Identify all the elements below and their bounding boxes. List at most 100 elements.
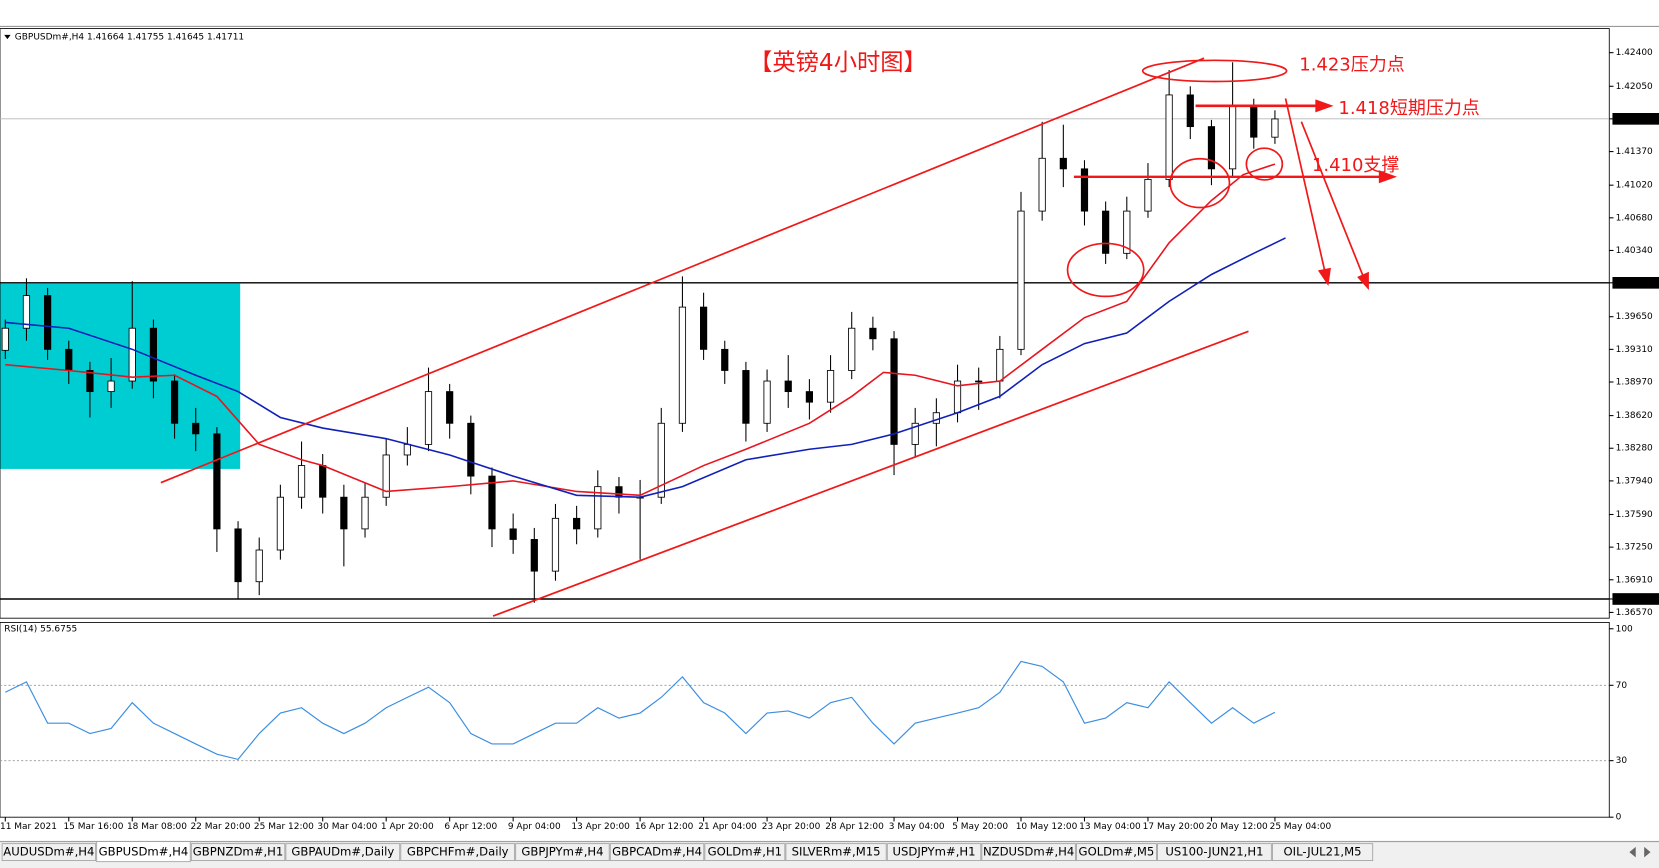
candle-body bbox=[361, 496, 369, 530]
candle-body bbox=[848, 327, 856, 371]
tab-label[interactable]: GBPNZDm#,H1 bbox=[193, 845, 283, 859]
candle-body bbox=[1102, 210, 1110, 254]
drawings bbox=[160, 57, 1398, 617]
arrow-head bbox=[1378, 170, 1398, 184]
tab[interactable] bbox=[609, 843, 705, 862]
tab[interactable] bbox=[1076, 843, 1157, 862]
candle-body bbox=[255, 549, 263, 583]
candle-body bbox=[403, 443, 411, 456]
tab[interactable] bbox=[515, 843, 610, 862]
candle-body bbox=[192, 422, 200, 435]
x-tick-label: 13 Apr 20:00 bbox=[571, 822, 630, 832]
y-tick-label: 1.37590 bbox=[1616, 510, 1653, 520]
chart-header: GBPUSDm#,H4 1.41664 1.41755 1.41645 1.41… bbox=[15, 33, 244, 43]
tab[interactable] bbox=[96, 841, 191, 863]
candle-body bbox=[1123, 210, 1131, 254]
tab-scroll-left[interactable] bbox=[1629, 846, 1636, 858]
x-tick-label: 13 May 04:00 bbox=[1079, 822, 1141, 832]
x-tick-label: 22 Mar 20:00 bbox=[190, 822, 250, 832]
candle-body bbox=[1207, 126, 1216, 170]
tab-label[interactable]: GBPCHFm#,Daily bbox=[407, 845, 509, 859]
menu-arrow bbox=[4, 34, 11, 40]
candle-body bbox=[1186, 94, 1194, 128]
candle-body bbox=[551, 517, 560, 572]
candle-body bbox=[509, 528, 517, 540]
candle-body bbox=[213, 433, 221, 530]
moving-average bbox=[5, 237, 1286, 498]
candle-body bbox=[297, 465, 306, 498]
tab[interactable] bbox=[981, 843, 1076, 862]
y-tick-label: 1.39650 bbox=[1616, 312, 1653, 322]
y-tick-label: 30 bbox=[1616, 756, 1628, 766]
candle-body bbox=[1271, 118, 1279, 138]
y-tick-label: 1.42050 bbox=[1616, 82, 1653, 92]
main-frame bbox=[0, 28, 1610, 619]
tab-label[interactable]: GBPCADm#,H4 bbox=[612, 845, 702, 859]
y-tick-label: 1.40340 bbox=[1616, 246, 1653, 256]
tab-label[interactable]: NZDUSDm#,H4 bbox=[983, 845, 1074, 859]
tab-label[interactable]: AUDUSDm#,H4 bbox=[3, 845, 94, 859]
arrow bbox=[1300, 121, 1366, 281]
tab[interactable] bbox=[1271, 843, 1374, 862]
tab-label[interactable]: GBPAUDm#,Daily bbox=[291, 845, 394, 859]
circle-mark bbox=[1169, 157, 1231, 209]
y-tick-label: 0 bbox=[1616, 813, 1622, 823]
candle-body bbox=[530, 539, 538, 572]
candle-body bbox=[911, 422, 919, 445]
x-tick-label: 11 Mar 2021 bbox=[0, 822, 57, 832]
x-tick-label: 23 Apr 20:00 bbox=[762, 822, 821, 832]
candle-body bbox=[446, 391, 454, 424]
x-tick-label: 15 Mar 16:00 bbox=[63, 822, 123, 832]
y-tick-label: 1.41020 bbox=[1616, 181, 1653, 191]
candle-body bbox=[1250, 105, 1258, 138]
tab[interactable] bbox=[285, 843, 401, 862]
candle-body bbox=[170, 380, 179, 424]
tab[interactable] bbox=[886, 843, 982, 862]
candle-body bbox=[382, 454, 390, 498]
price-label-box bbox=[1612, 113, 1659, 125]
candle-body bbox=[340, 496, 348, 530]
tab[interactable] bbox=[400, 843, 516, 862]
tab[interactable] bbox=[1, 843, 97, 862]
tab-label[interactable]: GOLDm#,M5 bbox=[1079, 845, 1155, 859]
candle-body bbox=[1229, 105, 1237, 170]
tab[interactable] bbox=[704, 843, 786, 862]
tab[interactable] bbox=[190, 843, 286, 862]
y-tick-label: 1.41711 bbox=[1616, 114, 1653, 124]
candle-body bbox=[86, 370, 94, 393]
tab[interactable] bbox=[1157, 843, 1272, 862]
y-tick-label: 1.40003 bbox=[1616, 278, 1653, 288]
y-tick-label: 1.40680 bbox=[1616, 213, 1653, 223]
tab-scroll-right[interactable] bbox=[1644, 846, 1651, 858]
y-tick-label: 70 bbox=[1616, 681, 1628, 691]
y-tick-label: 1.39310 bbox=[1616, 345, 1653, 355]
candle-body bbox=[869, 327, 877, 340]
x-tick-label: 28 Apr 12:00 bbox=[825, 822, 884, 832]
x-tick-label: 5 May 20:00 bbox=[952, 822, 1008, 832]
candle-body bbox=[44, 295, 52, 350]
candle-body bbox=[742, 370, 750, 424]
plot-layer: 1.42400 1.42050 1.41711 1.41370 1.41020 1.406… bbox=[0, 28, 1659, 832]
circle-mark bbox=[1066, 242, 1145, 298]
tab[interactable] bbox=[785, 843, 887, 862]
tab-label[interactable]: SILVERm#,M15 bbox=[792, 845, 881, 859]
tab-label[interactable]: GOLDm#,H1 bbox=[708, 845, 782, 859]
tab-label[interactable]: GBPJPYm#,H4 bbox=[521, 845, 603, 859]
x-tick-label: 18 Mar 08:00 bbox=[127, 822, 187, 832]
tab-label[interactable]: GBPUSDm#,H4 bbox=[99, 845, 189, 859]
candle-body bbox=[826, 370, 835, 403]
tab-label[interactable]: USDJPYm#,H1 bbox=[893, 845, 976, 859]
x-tick-label: 6 Apr 12:00 bbox=[444, 822, 497, 832]
annotation: 1.410支撑 bbox=[1312, 155, 1399, 176]
tab-label[interactable]: OIL-JUL21,M5 bbox=[1284, 845, 1362, 859]
x-tick-label: 25 May 04:00 bbox=[1270, 822, 1332, 832]
candle-body bbox=[594, 486, 602, 530]
y-tick-label: 100 bbox=[1616, 624, 1633, 634]
tab-label[interactable]: US100-JUN21,H1 bbox=[1165, 845, 1263, 859]
candle-body bbox=[107, 380, 115, 393]
price-label-box bbox=[1612, 276, 1659, 289]
x-tick-label: 30 Mar 04:00 bbox=[317, 822, 377, 832]
